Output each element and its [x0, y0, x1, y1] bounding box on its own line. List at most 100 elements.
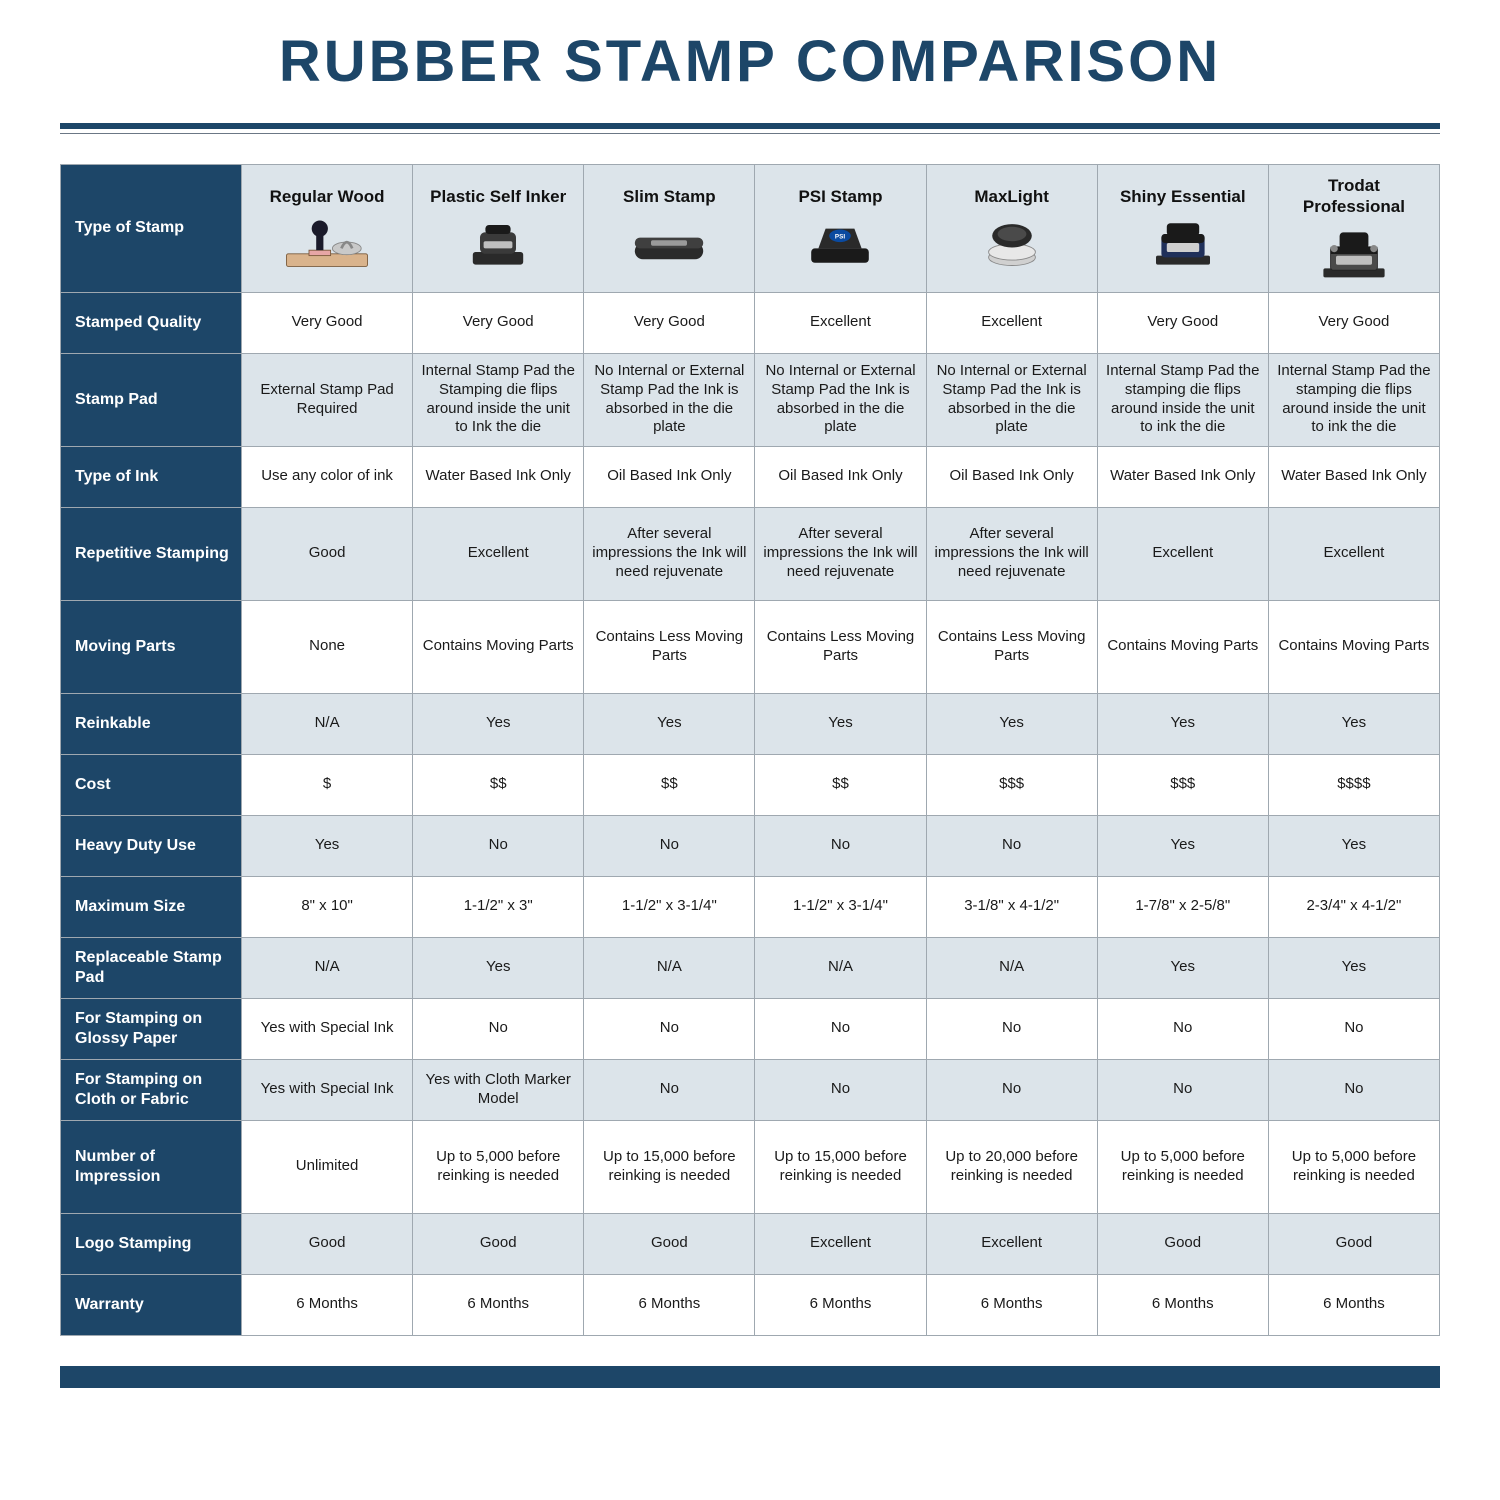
table-cell: No	[754, 999, 925, 1059]
col-name: Plastic Self Inker	[430, 186, 566, 207]
col-header-regular-wood: Regular Wood	[241, 165, 412, 292]
table-cell: Contains Less Moving Parts	[754, 601, 925, 693]
table-cell: Yes	[1097, 694, 1268, 754]
table-cell: 8" x 10"	[241, 877, 412, 937]
table-cell: 6 Months	[926, 1275, 1097, 1335]
table-cell: Oil Based Ink Only	[926, 447, 1097, 507]
table-row: ReinkableN/AYesYesYesYesYesYes	[61, 694, 1439, 755]
col-header-trodat-professional: Trodat Professional	[1268, 165, 1439, 292]
table-cell: Excellent	[926, 293, 1097, 353]
table-cell: Good	[241, 1214, 412, 1274]
row-label: Maximum Size	[61, 877, 241, 937]
comparison-table: Type of Stamp Regular Wood Plastic Self …	[60, 164, 1440, 1336]
table-cell: No	[926, 816, 1097, 876]
table-cell: 1-1/2" x 3-1/4"	[754, 877, 925, 937]
table-cell: Good	[1268, 1214, 1439, 1274]
table-cell: No	[754, 1060, 925, 1120]
table-cell: Yes	[412, 694, 583, 754]
row-label: Reinkable	[61, 694, 241, 754]
table-cell: Yes with Special Ink	[241, 999, 412, 1059]
table-cell: Contains Less Moving Parts	[583, 601, 754, 693]
table-cell: Very Good	[1268, 293, 1439, 353]
row-label: Repetitive Stamping	[61, 508, 241, 600]
table-cell: Yes	[754, 694, 925, 754]
comparison-page: RUBBER STAMP COMPARISON Type of Stamp Re…	[0, 0, 1500, 1418]
row-label: Stamp Pad	[61, 354, 241, 446]
stamp-selfinker-icon	[453, 213, 543, 273]
table-cell: Good	[1097, 1214, 1268, 1274]
col-name: Shiny Essential	[1120, 186, 1246, 207]
row-label: Warranty	[61, 1275, 241, 1335]
table-cell: Very Good	[1097, 293, 1268, 353]
table-cell: No	[412, 816, 583, 876]
col-header-shiny-essential: Shiny Essential	[1097, 165, 1268, 292]
table-cell: No Internal or External Stamp Pad the In…	[754, 354, 925, 446]
stamp-psi-icon: PSI	[795, 213, 885, 273]
table-row: Heavy Duty UseYesNoNoNoNoYesYes	[61, 816, 1439, 877]
footer-rule	[60, 1366, 1440, 1388]
table-cell: No Internal or External Stamp Pad the In…	[926, 354, 1097, 446]
table-cell: After several impressions the Ink will n…	[926, 508, 1097, 600]
table-cell: $$	[754, 755, 925, 815]
table-cell: Good	[412, 1214, 583, 1274]
stamp-slim-icon	[624, 213, 714, 273]
table-cell: Contains Moving Parts	[1097, 601, 1268, 693]
table-cell: No	[583, 816, 754, 876]
table-row: For Stamping on Cloth or FabricYes with …	[61, 1060, 1439, 1121]
page-title: RUBBER STAMP COMPARISON	[60, 28, 1440, 95]
table-cell: Yes with Special Ink	[241, 1060, 412, 1120]
row-label: Heavy Duty Use	[61, 816, 241, 876]
table-cell: $$	[583, 755, 754, 815]
table-cell: Yes	[1097, 816, 1268, 876]
table-cell: Yes	[1097, 938, 1268, 998]
col-name: Regular Wood	[270, 186, 385, 207]
table-cell: Yes with Cloth Marker Model	[412, 1060, 583, 1120]
title-rule-thick	[60, 123, 1440, 129]
table-cell: No	[1097, 1060, 1268, 1120]
table-cell: N/A	[241, 694, 412, 754]
table-cell: Yes	[583, 694, 754, 754]
table-cell: $	[241, 755, 412, 815]
col-header-maxlight: MaxLight	[926, 165, 1097, 292]
table-cell: Internal Stamp Pad the stamping die flip…	[1097, 354, 1268, 446]
header-label-cell: Type of Stamp	[61, 165, 241, 292]
table-cell: 6 Months	[1097, 1275, 1268, 1335]
table-cell: Very Good	[241, 293, 412, 353]
table-cell: Water Based Ink Only	[1097, 447, 1268, 507]
table-cell: Contains Moving Parts	[412, 601, 583, 693]
table-cell: Excellent	[926, 1214, 1097, 1274]
table-cell: $$$	[1097, 755, 1268, 815]
table-cell: Oil Based Ink Only	[583, 447, 754, 507]
table-header-row: Type of Stamp Regular Wood Plastic Self …	[61, 165, 1439, 293]
table-cell: 1-1/2" x 3-1/4"	[583, 877, 754, 937]
col-name: Slim Stamp	[623, 186, 716, 207]
table-cell: No	[583, 1060, 754, 1120]
table-cell: Up to 5,000 before reinking is needed	[1268, 1121, 1439, 1213]
table-cell: Good	[583, 1214, 754, 1274]
row-label: Type of Ink	[61, 447, 241, 507]
table-cell: After several impressions the Ink will n…	[754, 508, 925, 600]
table-cell: Contains Less Moving Parts	[926, 601, 1097, 693]
table-row: Repetitive StampingGoodExcellentAfter se…	[61, 508, 1439, 601]
row-label: Logo Stamping	[61, 1214, 241, 1274]
stamp-maxlight-icon	[967, 213, 1057, 273]
table-cell: Internal Stamp Pad the stamping die flip…	[1268, 354, 1439, 446]
table-row: Replaceable Stamp PadN/AYesN/AN/AN/AYesY…	[61, 938, 1439, 999]
table-cell: Excellent	[1097, 508, 1268, 600]
table-row: Cost$$$$$$$$$$$$$$$$$	[61, 755, 1439, 816]
table-cell: No	[1097, 999, 1268, 1059]
stamp-trodat-icon	[1309, 224, 1399, 284]
table-cell: 2-3/4" x 4-1/2"	[1268, 877, 1439, 937]
table-cell: 6 Months	[1268, 1275, 1439, 1335]
stamp-shiny-icon	[1138, 213, 1228, 273]
table-cell: Unlimited	[241, 1121, 412, 1213]
table-row: For Stamping on Glossy PaperYes with Spe…	[61, 999, 1439, 1060]
table-cell: Excellent	[754, 1214, 925, 1274]
table-cell: 3-1/8" x 4-1/2"	[926, 877, 1097, 937]
table-row: Stamped QualityVery GoodVery GoodVery Go…	[61, 293, 1439, 354]
table-cell: 1-7/8" x 2-5/8"	[1097, 877, 1268, 937]
table-cell: Very Good	[412, 293, 583, 353]
table-row: Moving PartsNoneContains Moving PartsCon…	[61, 601, 1439, 694]
svg-text:PSI: PSI	[835, 233, 845, 240]
table-cell: Water Based Ink Only	[412, 447, 583, 507]
